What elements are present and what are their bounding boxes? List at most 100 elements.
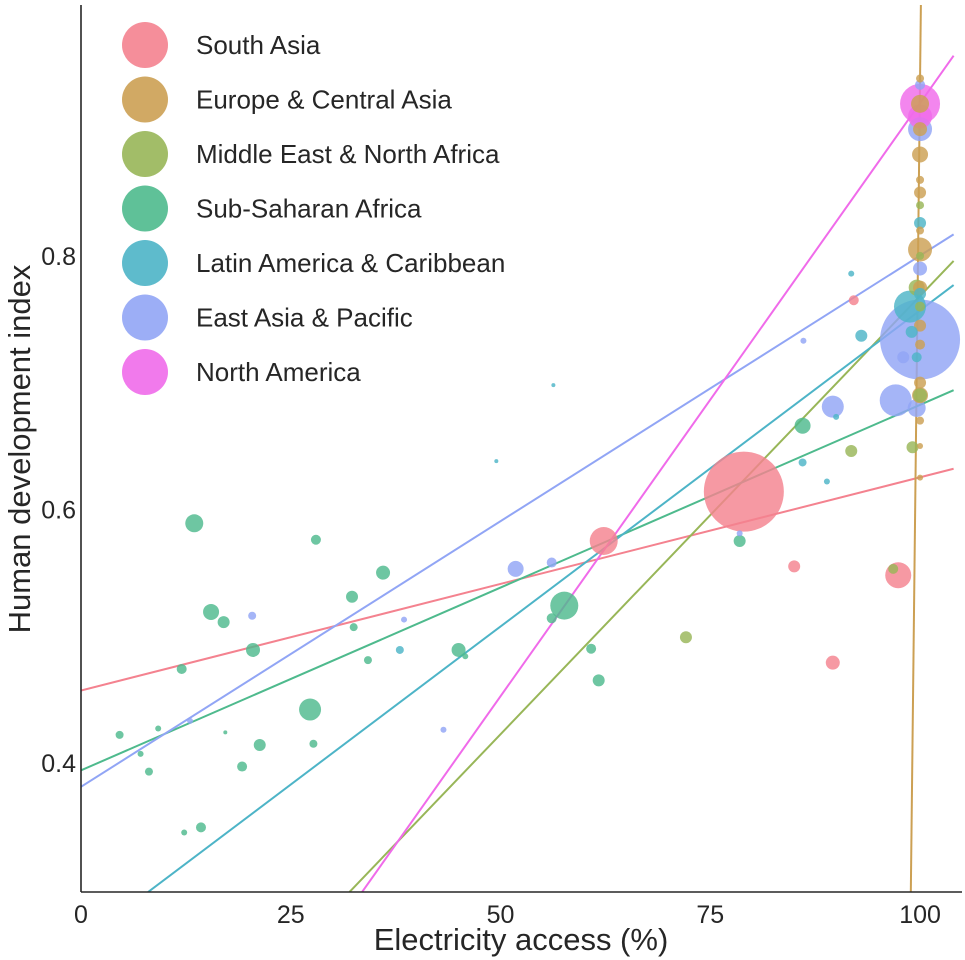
data-point-series-5 — [907, 398, 926, 417]
data-point-series-2 — [906, 441, 919, 454]
data-point-series-3 — [246, 642, 261, 657]
data-point-series-3 — [203, 603, 220, 620]
data-point-series-5 — [821, 395, 844, 418]
data-point-series-5 — [507, 560, 524, 577]
legend-item-2: Middle East & North Africa — [122, 131, 500, 177]
data-point-series-3 — [137, 750, 144, 757]
data-point-series-3 — [181, 829, 188, 836]
data-point-series-5 — [800, 337, 807, 344]
data-points — [115, 74, 961, 836]
data-point-series-4 — [823, 478, 830, 485]
trend-line-3 — [81, 389, 955, 772]
data-point-series-3 — [299, 698, 322, 721]
data-point-series-1 — [917, 474, 924, 481]
data-point-series-1 — [916, 175, 925, 184]
data-point-series-5 — [440, 726, 447, 733]
data-point-series-1 — [914, 376, 927, 389]
y-axis-label: Human development index — [2, 264, 37, 633]
x-tick-label: 25 — [277, 901, 305, 929]
data-point-series-3 — [144, 767, 153, 776]
legend-item-5: East Asia & Pacific — [122, 294, 413, 341]
legend-label: Latin America & Caribbean — [196, 248, 505, 278]
data-point-series-5 — [187, 717, 194, 724]
data-point-series-1 — [914, 186, 927, 199]
data-point-series-4 — [848, 270, 855, 277]
axes — [80, 5, 962, 893]
x-tick-label: 50 — [487, 901, 515, 929]
data-point-series-1 — [913, 122, 928, 137]
legend-item-4: Latin America & Caribbean — [122, 240, 505, 286]
legend-item-1: Europe & Central Asia — [122, 76, 452, 123]
legend-marker — [122, 349, 168, 395]
legend-label: North America — [196, 357, 361, 387]
data-point-series-4 — [911, 352, 922, 363]
data-point-series-3 — [733, 535, 746, 548]
legend-label: Europe & Central Asia — [196, 85, 452, 115]
data-point-series-2 — [888, 563, 899, 574]
data-point-series-4 — [494, 459, 499, 464]
y-tick-label: 0.4 — [41, 750, 76, 778]
legend-marker — [122, 185, 168, 232]
data-point-series-3 — [195, 822, 206, 833]
data-point-series-3 — [217, 616, 230, 629]
data-point-series-3 — [349, 623, 358, 632]
data-point-series-2 — [845, 445, 858, 458]
data-point-series-3 — [451, 642, 466, 657]
data-point-series-3 — [546, 613, 557, 624]
data-point-series-5 — [736, 530, 743, 537]
data-point-series-5 — [546, 557, 557, 568]
data-point-series-3 — [794, 417, 811, 434]
data-point-series-3 — [586, 643, 597, 654]
data-point-series-0 — [589, 527, 618, 556]
legend-label: Sub-Saharan Africa — [196, 194, 422, 224]
x-tick-label: 100 — [899, 901, 941, 929]
data-point-series-3 — [363, 656, 372, 665]
data-point-series-3 — [253, 739, 266, 752]
trend-line-5 — [81, 233, 955, 788]
legend-label: East Asia & Pacific — [196, 303, 413, 333]
y-tick-label: 0.8 — [41, 243, 76, 271]
data-point-series-5 — [913, 261, 928, 276]
legend-marker — [122, 22, 168, 68]
legend-item-3: Sub-Saharan Africa — [122, 185, 422, 232]
data-point-series-3 — [185, 514, 204, 533]
data-point-series-3 — [176, 663, 187, 674]
data-point-series-1 — [916, 226, 925, 235]
data-point-series-1 — [912, 146, 929, 163]
data-point-series-4 — [914, 287, 927, 300]
data-point-series-4 — [833, 413, 840, 420]
data-point-series-1 — [914, 319, 927, 332]
x-axis-label: Electricity access (%) — [374, 922, 669, 957]
data-point-series-3 — [309, 739, 318, 748]
data-point-series-4 — [855, 329, 868, 342]
data-point-series-1 — [915, 339, 926, 350]
data-point-series-3 — [115, 730, 124, 739]
data-point-series-1 — [911, 94, 930, 113]
legend-item-0: South Asia — [122, 22, 321, 68]
data-point-series-1 — [917, 442, 924, 449]
data-point-series-3 — [155, 725, 162, 732]
y-tick-label: 0.6 — [41, 496, 76, 524]
data-point-series-5 — [897, 351, 910, 364]
data-point-series-0 — [703, 451, 784, 532]
data-point-series-0 — [825, 655, 840, 670]
legend-marker — [122, 240, 168, 286]
data-point-series-1 — [908, 237, 933, 262]
data-point-series-5 — [915, 79, 926, 90]
legend-marker — [122, 294, 168, 341]
legend-marker — [122, 76, 168, 123]
data-point-series-5 — [401, 616, 408, 623]
data-point-series-2 — [913, 388, 928, 403]
data-point-series-3 — [223, 730, 228, 735]
data-point-series-4 — [905, 325, 918, 338]
trend-line-4 — [147, 284, 955, 892]
data-point-series-3 — [310, 534, 321, 545]
data-point-series-3 — [237, 761, 248, 772]
data-point-series-0 — [788, 560, 801, 573]
trend-line-6 — [361, 55, 955, 892]
data-point-series-3 — [592, 674, 605, 687]
data-point-series-5 — [248, 611, 257, 620]
data-point-series-4 — [798, 458, 807, 467]
legend: South Asia Europe & Central Asia Middle Ea… — [122, 22, 505, 395]
